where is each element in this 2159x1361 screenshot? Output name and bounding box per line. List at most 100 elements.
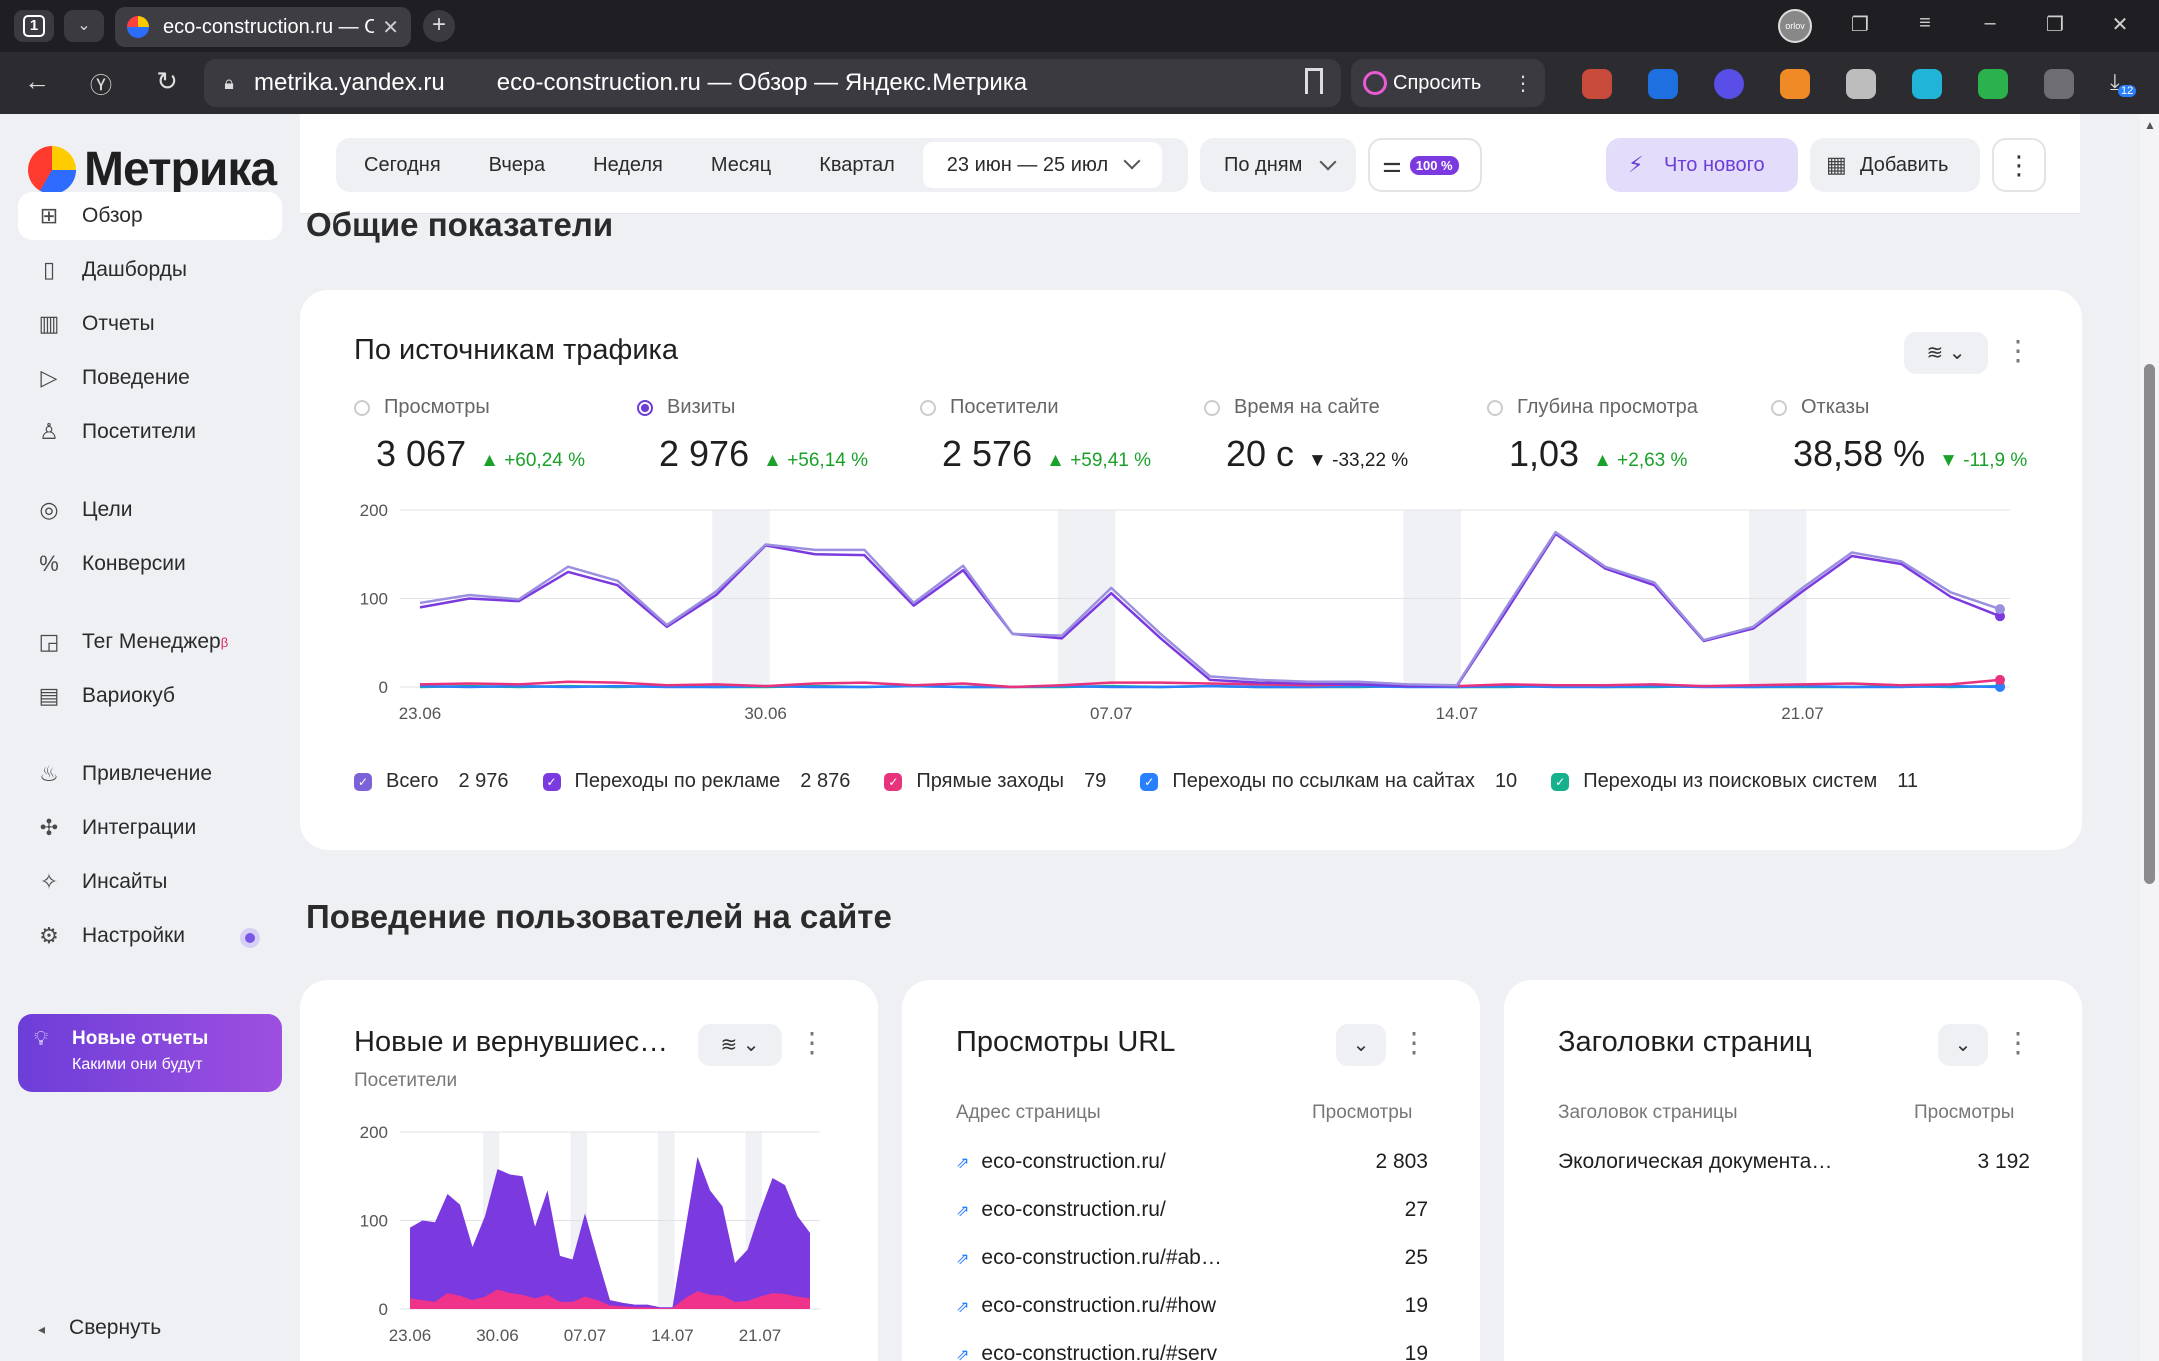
- period-quarter[interactable]: Квартал: [819, 154, 895, 176]
- extension-5-icon[interactable]: [1846, 69, 1876, 99]
- legend-checkbox[interactable]: ✓: [542, 772, 561, 791]
- tab-counter-button[interactable]: 1: [14, 10, 54, 42]
- page-title-row[interactable]: Экологическая документа…: [1558, 1150, 1833, 1173]
- page-titles-dropdown[interactable]: ⌄: [1938, 1024, 1988, 1066]
- metamask-icon[interactable]: [1780, 69, 1810, 99]
- url-views-dropdown[interactable]: ⌄: [1336, 1024, 1386, 1066]
- chart-type-dropdown[interactable]: ≋ ⌄: [1904, 332, 1988, 374]
- close-window-icon[interactable]: ✕: [2111, 14, 2129, 36]
- filters-button[interactable]: ⚌ 100 %: [1368, 138, 1482, 192]
- url-views-more-icon[interactable]: ⋮: [1400, 1027, 1428, 1058]
- scrollbar-thumb[interactable]: [2144, 364, 2155, 884]
- metric-radio[interactable]: [1204, 399, 1220, 416]
- extension-7-icon[interactable]: [1978, 69, 2008, 99]
- metric-radio[interactable]: [1487, 399, 1503, 416]
- sidebar-item-play[interactable]: ▷ Поведение: [18, 354, 282, 402]
- url-row[interactable]: ⇗ eco-construction.ru/#how: [956, 1294, 1216, 1318]
- sidebar-item-target[interactable]: ◎ Цели: [18, 486, 282, 534]
- collections-icon[interactable]: ❐: [1851, 14, 1869, 36]
- ask-more-icon[interactable]: ⋮: [1513, 72, 1533, 95]
- sidebar-item-grid[interactable]: ⊞ Обзор: [18, 192, 282, 240]
- profile-avatar[interactable]: orlov: [1778, 9, 1812, 43]
- page-titles-more-icon[interactable]: ⋮: [2004, 1027, 2032, 1058]
- period-today[interactable]: Сегодня: [364, 154, 441, 176]
- extension-2-icon[interactable]: [1648, 69, 1678, 99]
- metric-1[interactable]: Визиты 2 976 ▲ +56,14 %: [637, 396, 868, 475]
- x-tick-label: 07.07: [1090, 704, 1133, 720]
- new-reports-promo[interactable]: 💡︎ Новые отчеты Какими они будут: [18, 1014, 282, 1092]
- collapse-sidebar-button[interactable]: ◂ Свернуть: [38, 1316, 161, 1340]
- restore-icon[interactable]: ❐: [2046, 14, 2064, 36]
- legend-checkbox[interactable]: ✓: [884, 772, 903, 791]
- extension-6-icon[interactable]: [1912, 69, 1942, 99]
- metric-label: Просмотры: [384, 396, 490, 418]
- metric-radio[interactable]: [637, 399, 653, 416]
- metric-radio[interactable]: [920, 399, 936, 416]
- sidebar-item-dashboard[interactable]: ▯ Дашборды: [18, 246, 282, 294]
- area-series: [410, 1156, 810, 1309]
- address-bar[interactable]: 🔒︎ metrika.yandex.ru eco-construction.ru…: [204, 59, 1341, 107]
- scroll-up-icon[interactable]: ▲: [2144, 118, 2156, 132]
- new-returning-chart-dropdown[interactable]: ≋ ⌄: [698, 1024, 782, 1066]
- sidebar-item-fire[interactable]: ♨ Привлечение: [18, 750, 282, 798]
- add-widget-button[interactable]: Добавить: [1810, 138, 1980, 192]
- metric-5[interactable]: Отказы 38,58 % ▼ -11,9 %: [1771, 396, 2027, 475]
- ask-button[interactable]: Спросить ⋮: [1351, 59, 1545, 107]
- metric-label: Визиты: [667, 396, 736, 418]
- url-row[interactable]: ⇗ eco-construction.ru/#serv: [956, 1342, 1217, 1361]
- minimize-icon[interactable]: –: [1984, 12, 1996, 34]
- back-icon[interactable]: ←: [24, 66, 50, 96]
- page-scrollbar[interactable]: ▲: [2140, 114, 2159, 1361]
- sidebar-item-percent[interactable]: % Конверсии: [18, 540, 282, 588]
- metric-4[interactable]: Глубина просмотра 1,03 ▲ +2,63 %: [1487, 396, 1698, 475]
- lightbulb-icon: 💡︎: [34, 1028, 48, 1050]
- tab-close-icon[interactable]: ✕: [382, 16, 399, 39]
- legend-checkbox[interactable]: ✓: [1551, 772, 1570, 791]
- period-month[interactable]: Месяц: [710, 154, 772, 176]
- downloads-icon[interactable]: ⤓ 12: [2110, 69, 2140, 99]
- legend-checkbox[interactable]: ✓: [354, 772, 372, 791]
- yandex-icon[interactable]: Ⓨ: [89, 73, 112, 98]
- date-range-picker[interactable]: 23 июн — 25 июл: [922, 142, 1163, 188]
- sidebar-item-tag-manager[interactable]: ◲ Тег Менеджер β: [18, 618, 282, 666]
- extension-1-icon[interactable]: [1582, 69, 1612, 99]
- period-week[interactable]: Неделя: [593, 154, 663, 176]
- tab-list-chevron-icon[interactable]: ⌄: [64, 10, 104, 42]
- tag-manager-icon: ◲: [38, 629, 60, 654]
- new-returning-more-icon[interactable]: ⋮: [798, 1027, 826, 1058]
- bookmark-icon[interactable]: [1305, 68, 1323, 94]
- url-row[interactable]: ⇗ eco-construction.ru/: [956, 1150, 1166, 1174]
- traffic-card-more-icon[interactable]: ⋮: [2004, 335, 2032, 366]
- reload-icon[interactable]: ↻: [156, 66, 178, 96]
- grouping-dropdown[interactable]: По дням: [1200, 138, 1356, 192]
- sidebar-item-sparkle[interactable]: ✧ Инсайты: [18, 858, 282, 906]
- metric-radio[interactable]: [1771, 399, 1787, 416]
- extension-8-icon[interactable]: [2044, 69, 2074, 99]
- traffic-legend: ✓ Всего 2 976 ✓ Переходы по рекламе 2 876 ✓ Пря…: [354, 770, 1952, 793]
- whats-new-button[interactable]: Что нового: [1606, 138, 1798, 192]
- sidebar: Метрика ⊞ Обзор ▯ Дашборды ▥ Отчеты ▷ Поведение…: [0, 114, 300, 1361]
- url-row[interactable]: ⇗ eco-construction.ru/: [956, 1198, 1166, 1222]
- sidebar-item-bar-chart[interactable]: ▥ Отчеты: [18, 300, 282, 348]
- metrika-logo[interactable]: Метрика: [28, 142, 277, 197]
- extension-3-icon[interactable]: [1714, 69, 1744, 99]
- sidebar-item-puzzle[interactable]: ✣ Интеграции: [18, 804, 282, 852]
- url-text: eco-construction.ru/#ab…: [981, 1246, 1222, 1269]
- tab-title: eco-construction.ru — Обзор — Яндекс.Мет…: [163, 15, 375, 38]
- menu-icon[interactable]: ≡: [1919, 12, 1931, 34]
- metric-3[interactable]: Время на сайте 20 с ▼ -33,22 %: [1204, 396, 1408, 475]
- legend-checkbox[interactable]: ✓: [1140, 772, 1159, 791]
- url-views-value: 27: [1404, 1198, 1428, 1221]
- metric-0[interactable]: Просмотры 3 067 ▲ +60,24 %: [354, 396, 585, 475]
- period-yesterday[interactable]: Вчера: [488, 154, 546, 176]
- url-row[interactable]: ⇗ eco-construction.ru/#ab…: [956, 1246, 1222, 1270]
- metric-radio[interactable]: [354, 399, 370, 416]
- new-tab-button[interactable]: +: [423, 10, 455, 42]
- active-tab[interactable]: eco-construction.ru — Обзор — Яндекс.Мет…: [115, 7, 411, 47]
- sidebar-item-variocube[interactable]: ▤ Вариокуб: [18, 672, 282, 720]
- metric-2[interactable]: Посетители 2 576 ▲ +59,41 %: [920, 396, 1151, 475]
- sidebar-item-gear[interactable]: ⚙ Настройки: [18, 912, 282, 960]
- sidebar-item-label: Настройки: [82, 924, 185, 947]
- sidebar-item-user[interactable]: ♙ Посетители: [18, 408, 282, 456]
- toolbar-more-icon[interactable]: ⋮: [1992, 138, 2046, 192]
